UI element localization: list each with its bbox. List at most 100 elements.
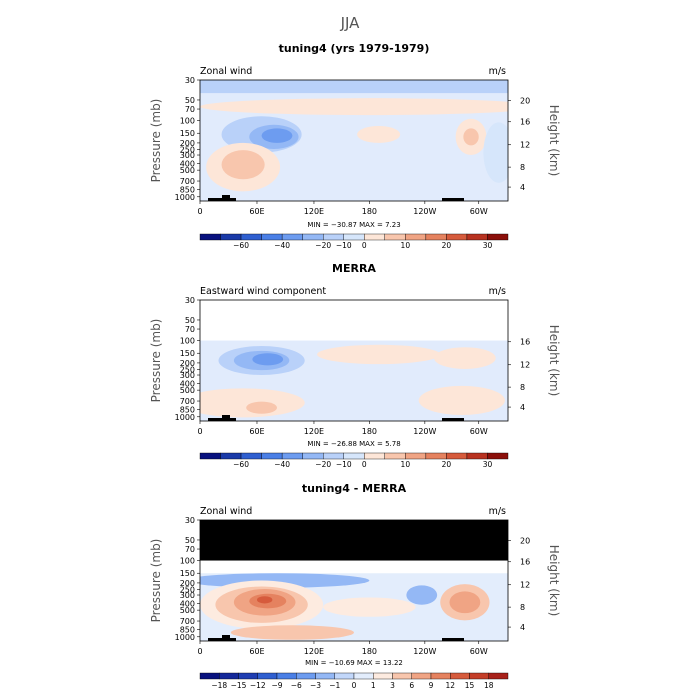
colorbar-cell	[425, 233, 447, 241]
pressure-tick-label: 100	[180, 117, 195, 126]
pressure-tick-label: 250	[180, 366, 195, 375]
colorbar-cell	[487, 452, 509, 460]
colorbar-cell	[364, 233, 385, 241]
colorbar-cell	[261, 452, 283, 460]
colorbar-label: 1	[371, 681, 376, 690]
y-axis-right-title: Height (km)	[547, 545, 561, 616]
colorbar-cell	[425, 452, 447, 460]
colorbar-cell	[446, 452, 468, 460]
pressure-tick-label: 1000	[175, 413, 195, 422]
pressure-tick-label: 150	[180, 349, 195, 358]
panel-title: MERRA	[332, 262, 376, 275]
pressure-tick-label: 850	[180, 186, 195, 195]
contour-region	[483, 122, 508, 183]
colorbar-cell	[219, 672, 239, 680]
units-label: m/s	[489, 506, 506, 517]
longitude-tick-label: 0	[197, 647, 202, 656]
pressure-tick-label: 300	[180, 371, 195, 380]
pressure-tick-label: 400	[180, 159, 195, 168]
colorbar-cell	[487, 233, 509, 241]
longitude-tick-label: 0	[197, 427, 202, 436]
colorbar-label: 10	[401, 460, 411, 469]
longitude-tick-label: 180	[362, 427, 377, 436]
colorbar-cell	[343, 233, 365, 241]
panel-title: tuning4 (yrs 1979-1979)	[279, 42, 430, 55]
pressure-tick-label: 300	[180, 151, 195, 160]
y-axis-title: Pressure (mb)	[149, 319, 163, 403]
colorbar-label: −20	[315, 241, 331, 250]
contour-region	[261, 128, 293, 143]
colorbar-label: −1	[329, 681, 340, 690]
longitude-tick-label: 60W	[470, 647, 488, 656]
topography	[442, 198, 464, 201]
longitude-tick-label: 120E	[304, 647, 324, 656]
pressure-tick-label: 50	[185, 316, 195, 325]
colorbar-cell	[323, 452, 344, 460]
pressure-tick-label: 70	[185, 545, 195, 554]
colorbar-cell	[343, 452, 365, 460]
height-tick-label: 8	[520, 383, 525, 392]
colorbar-cell	[238, 672, 258, 680]
field	[200, 300, 508, 421]
pressure-tick-label: 70	[185, 325, 195, 334]
height-tick-label: 20	[520, 97, 530, 106]
pressure-tick-label: 250	[180, 146, 195, 155]
pressure-tick-label: 400	[180, 599, 195, 608]
pressure-tick-label: 30	[185, 516, 195, 525]
contour-region	[406, 585, 438, 605]
colorbar-cell	[261, 233, 283, 241]
pressure-tick-label: 1000	[175, 633, 195, 642]
colorbar-label: 15	[465, 681, 475, 690]
page-title: JJA	[340, 14, 361, 32]
colorbar-cell	[199, 672, 220, 680]
colorbar-cell	[392, 672, 412, 680]
colorbar-cell	[276, 672, 297, 680]
colorbar-label: 18	[484, 681, 494, 690]
y-axis-title: Pressure (mb)	[149, 539, 163, 623]
colorbar-label: −40	[274, 241, 290, 250]
pressure-tick-label: 700	[180, 177, 195, 186]
pressure-tick-label: 500	[180, 166, 195, 175]
field	[200, 520, 508, 641]
contour-region	[200, 80, 508, 94]
colorbar-label: −18	[211, 681, 227, 690]
longitude-tick-label: 60W	[470, 207, 488, 216]
height-tick-label: 4	[520, 623, 525, 632]
height-tick-label: 16	[520, 558, 530, 567]
min-max-label: MIN = −26.88 MAX = 5.78	[307, 440, 400, 448]
variable-label: Zonal wind	[200, 66, 252, 77]
height-tick-label: 12	[520, 581, 530, 590]
height-tick-label: 20	[520, 537, 530, 546]
pressure-tick-label: 300	[180, 591, 195, 600]
longitude-tick-label: 120E	[304, 207, 324, 216]
y-axis-title: Pressure (mb)	[149, 99, 163, 183]
colorbar-label: 9	[429, 681, 434, 690]
colorbar-label: 0	[362, 460, 367, 469]
pressure-tick-label: 700	[180, 617, 195, 626]
pressure-tick-label: 200	[180, 359, 195, 368]
pressure-tick-label: 150	[180, 129, 195, 138]
pressure-tick-label: 150	[180, 569, 195, 578]
contour-region	[221, 150, 265, 180]
colorbar-label: −12	[250, 681, 266, 690]
units-label: m/s	[489, 286, 506, 297]
height-tick-label: 12	[520, 361, 530, 370]
colorbar-label: 30	[483, 241, 493, 250]
colorbar-cell	[220, 452, 242, 460]
units-label: m/s	[489, 66, 506, 77]
colorbar-cell	[334, 672, 355, 680]
colorbar-cell	[323, 233, 344, 241]
pressure-tick-label: 200	[180, 579, 195, 588]
colorbar-label: −20	[315, 460, 331, 469]
pressure-tick-label: 700	[180, 397, 195, 406]
contour-region	[230, 625, 354, 640]
colorbar-cell	[466, 233, 488, 241]
pressure-tick-label: 400	[180, 379, 195, 388]
colorbar-label: −6	[291, 681, 302, 690]
contour-region	[200, 388, 305, 418]
pressure-tick-label: 30	[185, 76, 195, 85]
colorbar-cell	[315, 672, 335, 680]
longitude-tick-label: 0	[197, 207, 202, 216]
pressure-tick-label: 500	[180, 606, 195, 615]
